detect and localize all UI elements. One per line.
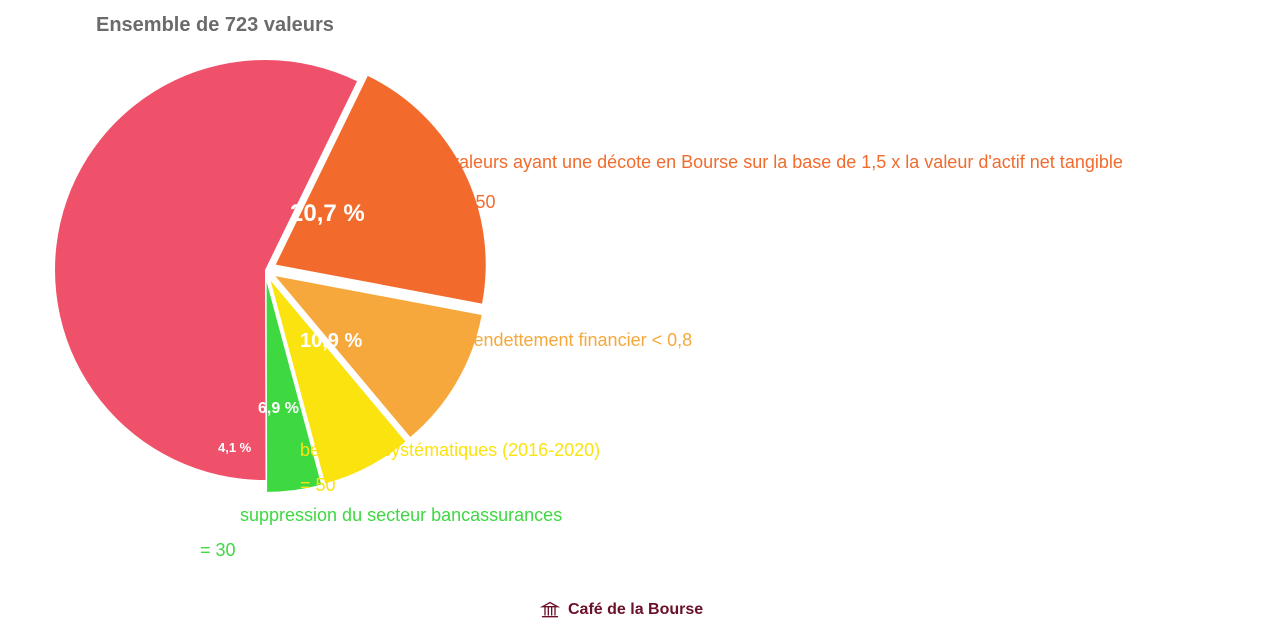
- pct-bancassurances: 4,1 %: [218, 440, 251, 455]
- value-endettement: = 79: [420, 370, 456, 391]
- pct-benefices: 6,9 %: [258, 400, 299, 418]
- pie-chart: [0, 0, 1280, 644]
- bourse-icon: [540, 600, 560, 620]
- footer-branding: Café de la Bourse: [540, 600, 703, 620]
- value-decote: = 150: [450, 192, 496, 213]
- footer-text: Café de la Bourse: [568, 601, 703, 619]
- label-benefices: bénéfices systématiques (2016-2020): [300, 440, 600, 461]
- label-decote: valeurs ayant une décote en Bourse sur l…: [450, 152, 1123, 173]
- value-benefices: = 50: [300, 475, 336, 496]
- value-bancassurances: = 30: [200, 540, 236, 561]
- pct-decote: 20,7 %: [290, 200, 365, 228]
- label-bancassurances: suppression du secteur bancassurances: [240, 505, 562, 526]
- pct-endettement: 10,9 %: [300, 330, 362, 353]
- label-endettement: ratio d'endettement financier < 0,8: [420, 330, 692, 351]
